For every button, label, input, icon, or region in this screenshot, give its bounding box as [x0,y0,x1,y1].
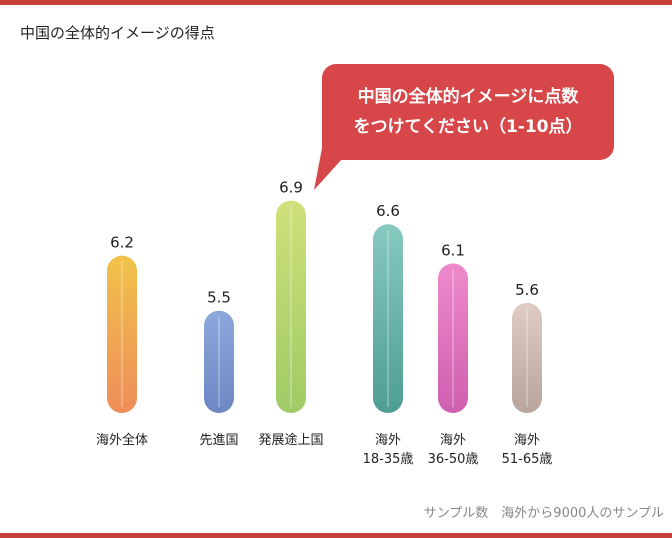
bar-0 [107,255,137,413]
value-label-3: 6.6 [376,202,400,220]
bar-highlight-1 [218,316,220,407]
category-label-5-line-0: 海外 [514,433,540,448]
callout-line-2: をつけてください（1-10点） [353,117,583,137]
bottom-accent-rule [0,533,672,538]
category-label-4-line-0: 海外 [440,433,466,448]
chart-title: 中国の全体的イメージの得点 [20,24,215,42]
bar-highlight-0 [121,261,123,407]
bar-highlight-5 [526,308,528,407]
value-label-5: 5.6 [515,281,539,299]
value-label-1: 5.5 [207,289,231,307]
value-label-2: 6.9 [279,179,303,197]
bar-highlight-3 [387,230,389,407]
category-label-2: 発展途上国 [258,432,323,448]
bar-4 [438,263,468,413]
value-label-0: 6.2 [110,234,134,252]
category-label-1: 先進国 [199,433,238,448]
bar-1 [204,310,234,413]
category-label-0: 海外全体 [96,432,148,448]
bar-5 [512,302,542,413]
bar-highlight-2 [290,206,292,407]
callout-line-1: 中国の全体的イメージに点数 [357,87,579,107]
category-label-4-line-1: 36-50歳 [428,452,479,467]
value-label-4: 6.1 [441,242,465,260]
bar-2 [276,200,306,413]
top-accent-rule [0,0,672,5]
sample-size-note: サンプル数 海外から9000人のサンプル [423,506,664,521]
bar-highlight-4 [452,269,454,407]
category-label-3-line-0: 海外 [375,433,401,448]
question-callout: 中国の全体的イメージに点数 をつけてください（1-10点） [322,64,614,160]
category-label-3-line-1: 18-35歳 [363,452,414,467]
category-label-5-line-1: 51-65歳 [502,452,553,467]
bar-3 [373,224,403,413]
